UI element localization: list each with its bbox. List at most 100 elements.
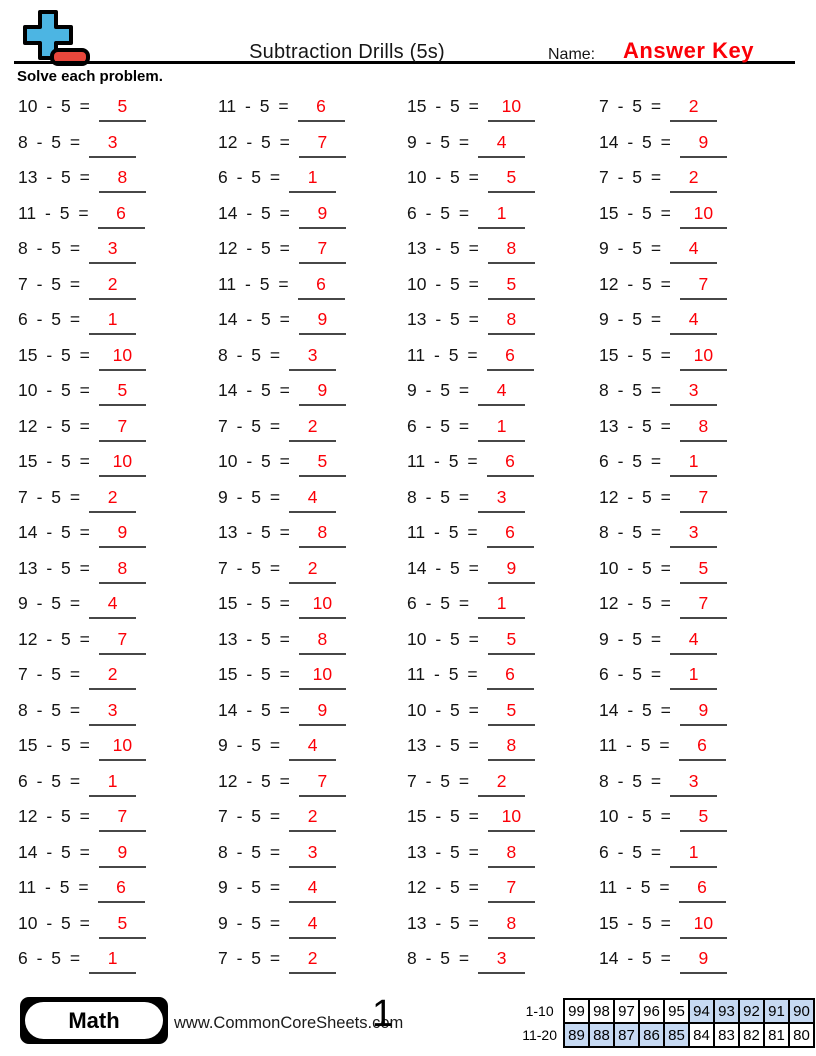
problem-item: 8 - 5 = 3 — [18, 238, 218, 274]
grading-score-cell: 82 — [738, 1022, 765, 1048]
equation-text: 7 - 5 = — [18, 664, 81, 684]
subject-badge-pill: Math — [25, 1002, 163, 1039]
problem-item: 13 - 5 = 8 — [599, 416, 794, 452]
problem-item: 6 - 5 = 1 — [407, 203, 599, 239]
equation-text: 6 - 5 = — [599, 664, 662, 684]
answer-blank: 7 — [679, 593, 727, 619]
answer-blank: 2 — [478, 771, 526, 797]
grading-score-cell: 80 — [788, 1022, 815, 1048]
answer-blank: 6 — [297, 274, 345, 300]
equation-text: 10 - 5 = — [407, 628, 479, 649]
problem-item: 9 - 5 = 4 — [599, 238, 794, 274]
equation-text: 14 - 5 = — [599, 131, 671, 152]
problem-item: 13 - 5 = 8 — [407, 238, 599, 274]
equation-text: 10 - 5 = — [599, 557, 671, 578]
problem-item: 13 - 5 = 8 — [407, 309, 599, 345]
answer-blank: 8 — [298, 522, 346, 548]
equation-text: 13 - 5 = — [18, 167, 90, 187]
problem-item: 14 - 5 = 9 — [218, 380, 407, 416]
answer-blank: 1 — [89, 771, 137, 797]
equation-text: 9 - 5 = — [599, 238, 662, 258]
grading-score-cell: 81 — [763, 1022, 790, 1048]
equation-text: 7 - 5 = — [218, 557, 281, 578]
equation-text: 12 - 5 = — [218, 770, 290, 791]
answer-blank: 2 — [89, 274, 137, 300]
equation-text: 10 - 5 = — [407, 167, 479, 187]
problem-item: 11 - 5 = 6 — [218, 96, 407, 132]
problem-item: 9 - 5 = 4 — [218, 913, 407, 949]
answer-blank: 5 — [487, 629, 535, 655]
equation-text: 9 - 5 = — [218, 735, 281, 755]
answer-blank: 10 — [487, 806, 535, 832]
answer-blank: 10 — [679, 203, 727, 229]
grading-score-cell: 85 — [663, 1022, 690, 1048]
problem-item: 7 - 5 = 2 — [218, 558, 407, 594]
problem-item: 15 - 5 = 10 — [18, 451, 218, 487]
problem-item: 11 - 5 = 6 — [18, 877, 218, 913]
equation-text: 6 - 5 = — [599, 841, 662, 862]
problem-item: 9 - 5 = 4 — [218, 877, 407, 913]
equation-text: 11 - 5 = — [407, 522, 478, 542]
equation-text: 9 - 5 = — [18, 593, 81, 613]
problem-item: 15 - 5 = 10 — [407, 806, 599, 842]
answer-blank: 1 — [89, 948, 137, 974]
equation-text: 7 - 5 = — [18, 486, 81, 507]
problem-item: 12 - 5 = 7 — [218, 132, 407, 168]
equation-text: 7 - 5 = — [18, 273, 81, 294]
header-rule — [14, 61, 795, 64]
answer-blank: 1 — [670, 664, 718, 690]
problem-item: 6 - 5 = 1 — [599, 664, 794, 700]
problem-item: 9 - 5 = 4 — [218, 487, 407, 523]
problem-item: 11 - 5 = 6 — [407, 664, 599, 700]
equation-text: 7 - 5 = — [218, 948, 281, 968]
equation-text: 13 - 5 = — [407, 735, 479, 755]
problem-item: 14 - 5 = 9 — [599, 948, 794, 984]
problem-item: 14 - 5 = 9 — [599, 132, 794, 168]
answer-blank: 1 — [478, 416, 526, 442]
problem-item: 12 - 5 = 7 — [218, 771, 407, 807]
answer-blank: 9 — [679, 132, 727, 158]
answer-blank: 5 — [487, 700, 535, 726]
grading-score-cell: 88 — [588, 1022, 615, 1048]
equation-text: 15 - 5 = — [18, 344, 90, 365]
answer-blank: 4 — [478, 132, 526, 158]
grading-score-cell: 84 — [688, 1022, 715, 1048]
problem-item: 10 - 5 = 5 — [407, 274, 599, 310]
problem-item: 10 - 5 = 5 — [218, 451, 407, 487]
answer-blank: 5 — [679, 806, 727, 832]
equation-text: 15 - 5 = — [18, 735, 90, 755]
answer-blank: 2 — [289, 948, 337, 974]
problem-item: 11 - 5 = 6 — [599, 877, 794, 913]
answer-blank: 4 — [670, 238, 718, 264]
equation-text: 11 - 5 = — [407, 664, 478, 684]
problem-item: 7 - 5 = 2 — [599, 96, 794, 132]
answer-blank: 3 — [670, 380, 718, 406]
problem-item: 6 - 5 = 1 — [18, 948, 218, 984]
problem-item: 9 - 5 = 4 — [407, 132, 599, 168]
problem-item: 6 - 5 = 1 — [18, 309, 218, 345]
equation-text: 11 - 5 = — [599, 877, 670, 897]
answer-blank: 10 — [679, 913, 727, 939]
equation-text: 14 - 5 = — [599, 948, 671, 968]
equation-text: 6 - 5 = — [18, 948, 81, 968]
equation-text: 6 - 5 = — [218, 167, 281, 187]
problem-item: 12 - 5 = 7 — [218, 238, 407, 274]
answer-blank: 6 — [486, 664, 534, 690]
answer-blank: 7 — [679, 274, 727, 300]
answer-blank: 6 — [486, 451, 534, 477]
equation-text: 9 - 5 = — [407, 131, 470, 152]
problem-item: 8 - 5 = 3 — [599, 380, 794, 416]
answer-blank: 4 — [289, 913, 337, 939]
equation-text: 8 - 5 = — [407, 486, 470, 507]
equation-text: 6 - 5 = — [18, 309, 81, 329]
subject-badge-label: Math — [68, 1007, 120, 1033]
equation-text: 12 - 5 = — [18, 806, 90, 826]
instructions-text: Solve each problem. — [17, 68, 163, 85]
answer-blank: 7 — [298, 771, 346, 797]
equation-text: 15 - 5 = — [599, 202, 671, 223]
answer-blank: 8 — [487, 238, 535, 264]
problem-item: 13 - 5 = 8 — [407, 735, 599, 771]
equation-text: 8 - 5 = — [599, 522, 662, 542]
problem-item: 13 - 5 = 8 — [407, 842, 599, 878]
website-url: www.CommonCoreSheets.com — [174, 1014, 404, 1032]
